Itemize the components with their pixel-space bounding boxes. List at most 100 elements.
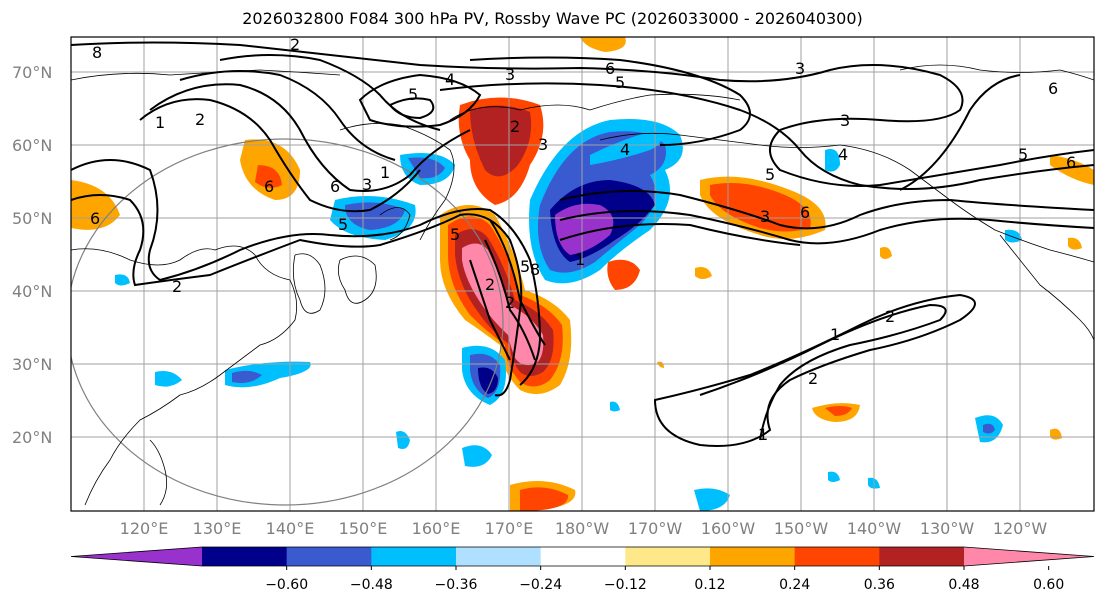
colorbar-tick-label: −0.12 xyxy=(604,577,647,593)
contour-label: 5 xyxy=(765,165,775,184)
colorbar: −0.60 −0.48 −0.36 −0.24 −0.12 0.12 0.24 0.36 0.4… xyxy=(70,546,1095,593)
colorbar-segment xyxy=(964,547,1094,566)
lat-label: 70°N xyxy=(12,63,52,82)
contour-label: 2 xyxy=(510,117,520,136)
contour-label: 6 xyxy=(264,177,274,196)
colorbar-tick-label: −0.48 xyxy=(350,577,393,593)
colorbar-tick-label: 0.36 xyxy=(864,577,895,593)
contour-label: 4 xyxy=(838,145,848,164)
negative-anomaly xyxy=(825,149,840,172)
negative-anomaly xyxy=(462,445,492,467)
contour-label: 2 xyxy=(195,110,205,129)
colorbar-segment xyxy=(710,547,796,566)
negative-anomaly xyxy=(610,401,620,412)
reference-circle xyxy=(71,138,504,506)
contour-label: 6 xyxy=(1048,79,1058,98)
positive-anomaly xyxy=(880,247,892,259)
positive-anomaly xyxy=(695,267,712,279)
colorbar-segment xyxy=(286,547,372,566)
contour-label: 3 xyxy=(505,65,515,84)
negative-anomaly xyxy=(155,371,182,387)
colorbar-segment xyxy=(71,547,202,566)
latitude-labels: 70°N 60°N 50°N 40°N 30°N 20°N xyxy=(12,63,52,447)
lat-label: 50°N xyxy=(12,209,52,228)
contour-label: 6 xyxy=(1066,153,1076,172)
contour-label: 2 xyxy=(485,275,495,294)
contour-label: 2 xyxy=(290,35,300,54)
colorbar-tick-label: 0.12 xyxy=(694,577,725,593)
positive-anomaly xyxy=(657,361,664,368)
contour-label: 6 xyxy=(90,209,100,228)
contour-label: 5 xyxy=(1018,145,1028,164)
positive-anomaly xyxy=(580,37,626,52)
contour-label: 3 xyxy=(362,175,372,194)
lon-label: 140°E xyxy=(266,519,315,538)
colorbar-segment xyxy=(202,547,288,566)
colorbar-segment xyxy=(879,547,965,566)
contour-label: 8 xyxy=(530,260,540,279)
colorbar-segment xyxy=(371,547,457,566)
colorbar-segment xyxy=(794,547,880,566)
contour-label: 1 xyxy=(155,113,165,132)
lon-label: 180°W xyxy=(555,519,610,538)
lon-label: 130°E xyxy=(193,519,242,538)
contour-label: 1 xyxy=(830,325,840,344)
colorbar-tick-label: 0.48 xyxy=(948,577,979,593)
lon-label: 130°W xyxy=(920,519,975,538)
contour-label: 2 xyxy=(808,369,818,388)
lon-label: 120°W xyxy=(993,519,1048,538)
negative-anomaly xyxy=(115,274,130,286)
contour-label: 4 xyxy=(445,70,455,89)
contour-label: 5 xyxy=(615,73,625,92)
lat-label: 20°N xyxy=(12,428,52,447)
contour-label: 5 xyxy=(408,85,418,104)
contour-label: 5 xyxy=(520,257,530,276)
colorbar-tick-label: −0.60 xyxy=(265,577,308,593)
contour-label: 6 xyxy=(800,203,810,222)
negative-anomaly xyxy=(1005,229,1022,243)
lon-label: 140°W xyxy=(847,519,902,538)
colorbar-tick-label: −0.24 xyxy=(519,577,562,593)
colorbar-tick-label: 0.24 xyxy=(779,577,810,593)
contour-label: 4 xyxy=(620,140,630,159)
lon-label: 150°W xyxy=(774,519,829,538)
contour-label: 1 xyxy=(758,425,768,444)
contour-label: 2 xyxy=(505,293,515,312)
lon-label: 160°W xyxy=(701,519,756,538)
map-frame xyxy=(70,36,1095,512)
graticule xyxy=(71,37,1094,511)
lon-label: 170°E xyxy=(485,519,534,538)
contour-label: 2 xyxy=(172,277,182,296)
contour-label: 3 xyxy=(795,59,805,78)
colorbar-outline xyxy=(70,546,1095,567)
negative-anomaly xyxy=(828,471,840,482)
contour-label: 3 xyxy=(760,207,770,226)
lon-label: 170°W xyxy=(628,519,683,538)
contour-label: 1 xyxy=(575,250,585,269)
negative-anomaly xyxy=(396,431,410,449)
positive-anomaly xyxy=(1050,155,1094,185)
negative-anomaly xyxy=(694,488,730,511)
contour-label: 1 xyxy=(380,163,390,182)
lat-label: 60°N xyxy=(12,136,52,155)
colorbar-tick-label: −0.36 xyxy=(435,577,478,593)
contour-label: 6 xyxy=(330,177,340,196)
contour-label: 5 xyxy=(450,225,460,244)
longitude-labels: 120°E 130°E 140°E 150°E 160°E 170°E 180°… xyxy=(120,519,1048,538)
contour-label: 5 xyxy=(338,215,348,234)
lon-label: 160°E xyxy=(412,519,461,538)
colorbar-segment xyxy=(540,547,626,566)
contour-label: 8 xyxy=(92,43,102,62)
contour-label: 6 xyxy=(605,59,615,78)
colorbar-segment xyxy=(456,547,542,566)
lon-label: 150°E xyxy=(339,519,388,538)
contour-label: 3 xyxy=(538,135,548,154)
lon-label: 120°E xyxy=(120,519,169,538)
contour-label: 3 xyxy=(840,111,850,130)
map-title: 2026032800 F084 300 hPa PV, Rossby Wave … xyxy=(242,9,863,28)
lat-label: 30°N xyxy=(12,355,52,374)
colorbar-tick-label: 0.60 xyxy=(1033,577,1064,593)
pv-contours xyxy=(71,41,1094,447)
positive-anomaly xyxy=(607,259,640,290)
colorbar-segment xyxy=(625,547,711,566)
